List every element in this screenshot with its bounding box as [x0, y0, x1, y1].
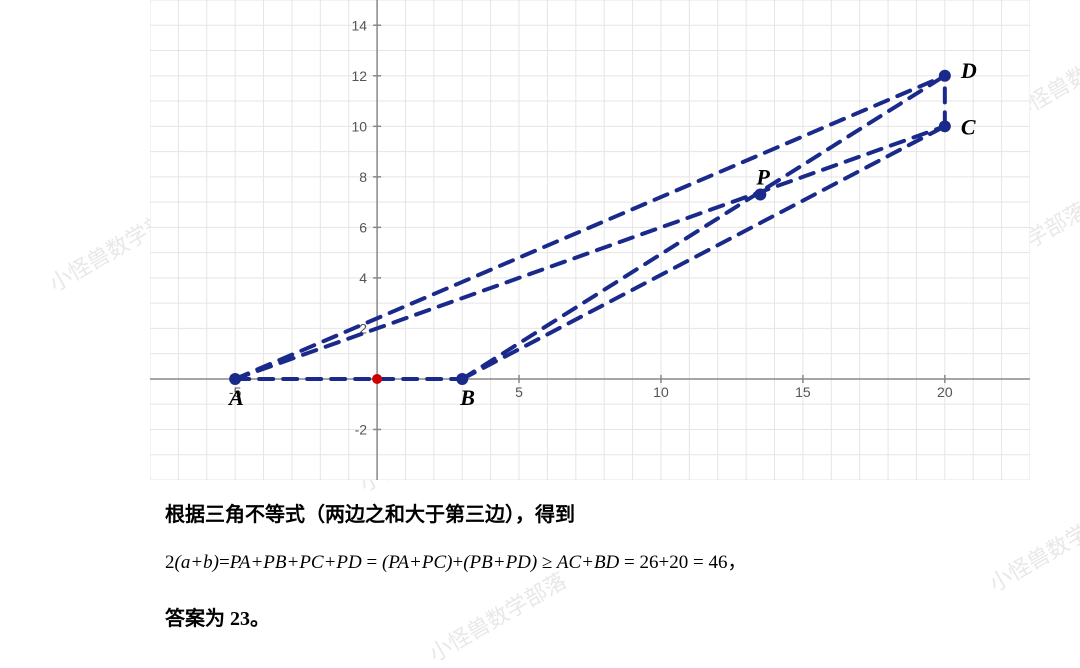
svg-text:14: 14: [352, 17, 368, 33]
geometry-chart: -55101520-22468101214ABCDP: [150, 0, 1030, 480]
svg-text:8: 8: [359, 169, 367, 185]
chart-svg: -55101520-22468101214ABCDP: [150, 0, 1030, 480]
svg-text:5: 5: [515, 384, 523, 400]
eq-geq: ≥: [542, 552, 552, 573]
watermark: 小怪兽数学部落: [422, 564, 571, 668]
answer-value: 23: [230, 608, 250, 630]
svg-text:-2: -2: [355, 421, 368, 437]
eq-coeff: 2: [165, 552, 175, 573]
eq-comma: ，: [727, 552, 746, 573]
svg-text:D: D: [960, 58, 977, 83]
answer-prefix: 答案为: [165, 608, 230, 630]
eq-eq4: =: [693, 552, 704, 573]
svg-text:10: 10: [653, 384, 669, 400]
watermark: 小怪兽数学部落: [982, 494, 1080, 599]
eq-eq2: =: [367, 552, 378, 573]
svg-text:10: 10: [352, 118, 368, 134]
eq-paren: (a+b): [175, 552, 219, 573]
svg-text:B: B: [459, 385, 475, 410]
svg-text:C: C: [961, 114, 976, 139]
eq-eq1: =: [219, 552, 230, 573]
svg-text:P: P: [755, 165, 770, 190]
answer-suffix: 。: [250, 608, 270, 630]
svg-text:A: A: [227, 385, 244, 410]
explanation-text: 根据三角不等式（两边之和大于第三边），得到: [165, 498, 575, 527]
page: 小怪兽数学部落小怪兽数学部落小怪兽数学部落小怪兽数学部落小怪兽数学部落小怪兽数学…: [0, 0, 1080, 640]
eq-sum1: PA+PB+PC+PD: [230, 552, 362, 573]
eq-rhs1: AC+BD: [557, 552, 619, 573]
eq-group2: (PB+PD): [463, 552, 537, 573]
eq-group1: (PA+PC): [382, 552, 453, 573]
eq-eq3: =: [624, 552, 635, 573]
svg-text:12: 12: [352, 68, 368, 84]
eq-final: 46: [708, 552, 727, 573]
eq-plus: +: [453, 552, 464, 573]
svg-text:15: 15: [795, 384, 811, 400]
svg-text:6: 6: [359, 219, 367, 235]
svg-text:20: 20: [937, 384, 953, 400]
svg-text:4: 4: [359, 270, 367, 286]
eq-nums1: 26+20: [640, 552, 689, 573]
equation-line: 2(a+b)=PA+PB+PC+PD = (PA+PC)+(PB+PD) ≥ A…: [165, 547, 746, 574]
answer-line: 答案为 23。: [165, 602, 270, 631]
